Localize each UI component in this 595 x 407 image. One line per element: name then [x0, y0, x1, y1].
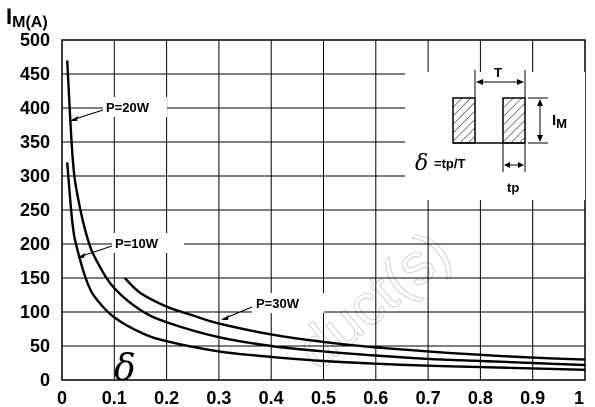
- x-tick-label-9: 0.9: [520, 388, 545, 407]
- series-line-p-30w: [123, 277, 586, 361]
- x-tick-label-2: 0.2: [154, 388, 179, 407]
- delta-symbol: δ: [114, 348, 136, 389]
- duty-formula: =tp/T: [434, 156, 465, 171]
- series-line-p-20w: [66, 60, 586, 367]
- period-label: T: [494, 65, 502, 80]
- amplitude-arrow-top: [537, 99, 543, 106]
- plot-frame: [61, 39, 586, 381]
- width-label: tp: [507, 180, 519, 195]
- series-line-p-10w: [66, 162, 586, 371]
- label-p10-bg: [112, 233, 184, 253]
- y-tick-label-0: 0: [40, 370, 50, 390]
- period-arrow-left: [476, 79, 483, 85]
- label-p20-bg: [103, 97, 167, 117]
- label-p20: P=20W: [106, 100, 150, 115]
- amplitude-label-main: I: [552, 112, 556, 129]
- label-p10: P=10W: [115, 236, 159, 251]
- label-p30-arrow: [221, 315, 229, 320]
- y-tick-label-6: 300: [20, 166, 50, 186]
- y-axis-label-sub: M(A): [12, 14, 48, 31]
- inset-background: [405, 72, 585, 200]
- label-p30: P=30W: [256, 296, 300, 311]
- y-tick-label-2: 100: [20, 302, 50, 322]
- label-p10-arrow: [77, 253, 85, 258]
- x-tick-label-7: 0.7: [416, 388, 441, 407]
- y-tick-label-1: 50: [30, 336, 50, 356]
- label-p20-arrow: [70, 116, 78, 121]
- y-tick-label-4: 200: [20, 234, 50, 254]
- y-tick-label-3: 150: [20, 268, 50, 288]
- width-arrow-right: [518, 162, 524, 168]
- pulse-1: [452, 97, 476, 144]
- y-tick-label-8: 400: [20, 98, 50, 118]
- y-tick-label-7: 350: [20, 132, 50, 152]
- inset-diagram: T IM tp δ =tp/T: [405, 65, 585, 200]
- x-tick-label-5: 0.5: [311, 388, 336, 407]
- y-axis-label: IM(A): [6, 4, 48, 31]
- label-p30-bg: [252, 293, 324, 313]
- amplitude-label: IM: [552, 112, 567, 131]
- x-axis-ticks: 0 0.1 0.2 0.3 0.4 0.5 0.6 0.7 0.8 0.9 1: [57, 388, 584, 407]
- y-axis-ticks: 0 50 100 150 200 250 300 350 400 450 500: [20, 30, 50, 390]
- duty-delta: δ: [415, 151, 428, 176]
- amplitude-label-sub: M: [556, 116, 567, 131]
- x-tick-label-0: 0: [57, 388, 67, 407]
- width-arrow-left: [504, 162, 510, 168]
- x-tick-label-4: 0.4: [259, 388, 284, 407]
- x-tick-label-3: 0.3: [206, 388, 231, 407]
- period-arrow-right: [517, 79, 524, 85]
- pulse-2: [502, 97, 526, 144]
- x-tick-label-1: 0.1: [102, 388, 127, 407]
- y-tick-label-9: 450: [20, 64, 50, 84]
- y-axis-label-main: I: [6, 4, 12, 29]
- x-tick-label-10: 1: [574, 388, 584, 407]
- x-tick-label-8: 0.8: [468, 388, 493, 407]
- amplitude-arrow-bottom: [537, 135, 543, 142]
- y-tick-label-10: 500: [20, 30, 50, 50]
- x-tick-label-6: 0.6: [363, 388, 388, 407]
- curves: [66, 60, 586, 371]
- y-tick-label-5: 250: [20, 200, 50, 220]
